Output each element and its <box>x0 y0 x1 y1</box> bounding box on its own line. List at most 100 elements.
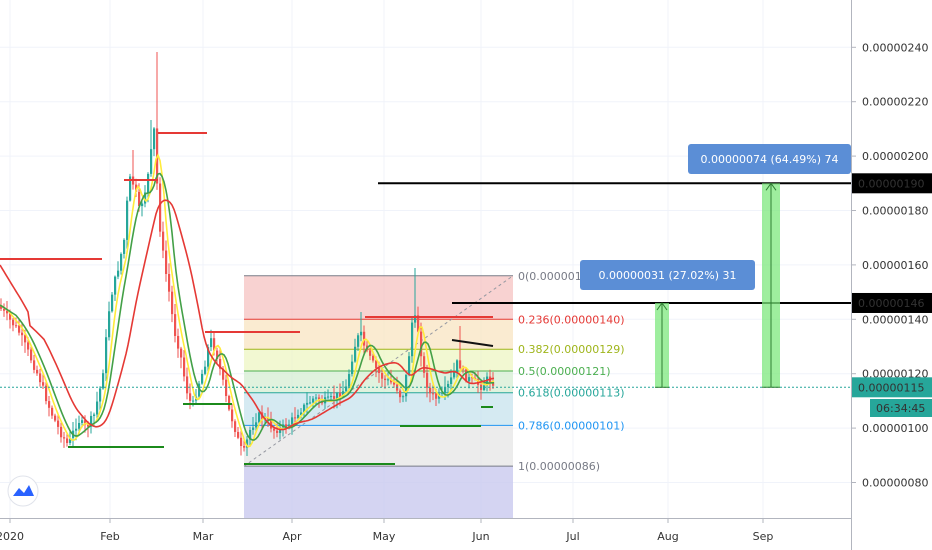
candle-body <box>267 417 270 420</box>
candle-body <box>216 350 219 359</box>
candle-body <box>96 401 99 415</box>
candle-body <box>228 396 231 410</box>
price-tick-label: 0.00000160 <box>862 259 928 272</box>
candle-body <box>333 396 336 399</box>
candle-body <box>57 420 60 427</box>
candle-body <box>165 250 168 274</box>
candle-body <box>201 373 204 384</box>
candle-body <box>414 315 417 323</box>
candle-body <box>234 421 237 432</box>
candle-body <box>357 335 360 347</box>
projection-arrow-head <box>656 302 668 311</box>
candle-body <box>231 409 234 422</box>
candle-body <box>375 360 378 368</box>
candle-body <box>90 415 93 427</box>
time-tick-label: Apr <box>282 530 302 543</box>
ema-fast-line <box>0 153 495 448</box>
candle-body <box>270 419 273 429</box>
candle-body <box>30 349 33 361</box>
fib-level-label: 1(0.00000086) <box>518 460 600 473</box>
candle-body <box>360 331 363 336</box>
candle-body <box>429 387 432 394</box>
candle-body <box>18 325 21 333</box>
time-tick-label: Sep <box>753 530 774 543</box>
candle-body <box>417 315 420 332</box>
candle-body <box>342 391 345 398</box>
candle-body <box>291 417 294 425</box>
candle-body <box>171 291 174 315</box>
candle-body <box>102 373 105 389</box>
candle-body <box>138 191 141 207</box>
candle-body <box>168 273 171 292</box>
candle-body <box>12 319 15 326</box>
candle-body <box>189 393 192 401</box>
price-tick-label: 0.00000100 <box>862 422 928 435</box>
candle-body <box>450 377 453 384</box>
fib-band <box>244 349 513 371</box>
candle-body <box>69 437 72 443</box>
candle-body <box>36 369 39 374</box>
candle-body <box>177 335 180 349</box>
time-tick-label: Feb <box>100 530 119 543</box>
candle-body <box>255 422 258 428</box>
candle-body <box>330 396 333 398</box>
candle-body <box>186 376 189 394</box>
price-axis[interactable]: 0.000000800.000001000.000001200.00000140… <box>851 0 932 550</box>
price-tick-label: 0.00000080 <box>862 477 928 490</box>
candle-body <box>336 392 339 399</box>
candle-body <box>120 253 123 271</box>
tradingview-logo[interactable] <box>7 475 39 507</box>
candle-body <box>222 368 225 380</box>
candle-body <box>399 390 402 398</box>
candle-body <box>393 382 396 385</box>
candle-body <box>276 430 279 433</box>
projections: 0.00000031 (27.02%) 31 0.00000074 (64.49%… <box>580 144 851 388</box>
candle-body <box>273 428 276 431</box>
candle-body <box>402 396 405 398</box>
candle-body <box>390 379 393 383</box>
fib-band <box>244 392 513 426</box>
candle-body <box>444 387 447 393</box>
fib-band <box>244 275 513 320</box>
candle-body <box>198 383 201 397</box>
ema-mid-line <box>0 172 494 441</box>
time-axis[interactable]: 2020 Feb Mar Apr May Jun Jul Aug Sep <box>0 518 851 543</box>
fib-zone: 0(0.00000156) 0.236(0.00000140) 0.382(0.00… <box>243 270 625 518</box>
candle-body <box>174 314 177 336</box>
price-tick-label: 0.00000180 <box>862 205 928 218</box>
candle-body <box>27 342 30 350</box>
candle-body <box>51 407 54 416</box>
candle-body <box>147 173 150 193</box>
fib-extension-band <box>244 466 513 518</box>
candle-body <box>453 372 456 378</box>
candle-body <box>351 361 354 375</box>
fib-level-label: 0(0.00000156) <box>518 270 600 283</box>
candle-body <box>213 338 216 351</box>
candle-body <box>108 311 111 338</box>
projection-box <box>580 260 755 290</box>
candle-body <box>192 400 195 402</box>
candle-body <box>492 382 495 386</box>
candle-body <box>75 428 78 431</box>
candle-body <box>249 429 252 440</box>
candle-body <box>459 360 462 369</box>
price-tick-label: 0.00000240 <box>862 41 928 54</box>
candle-body <box>21 332 24 336</box>
candle-body <box>105 337 108 374</box>
candle-body <box>435 393 438 399</box>
candle-body <box>15 325 18 327</box>
candle-body <box>225 379 228 397</box>
candle-body <box>309 402 312 404</box>
candle-body <box>327 396 330 398</box>
time-tick-label: Jul <box>565 530 579 543</box>
time-tick-label: Aug <box>657 530 678 543</box>
fib-level-label: 0.618(0.00000113) <box>518 387 625 400</box>
candle-body <box>243 446 246 448</box>
candle-body <box>345 386 348 392</box>
projection-box <box>688 144 851 174</box>
candle-body <box>405 374 408 397</box>
candle-body <box>354 346 357 362</box>
price-badge-mid: 0.00000146 <box>858 297 924 310</box>
candle-body <box>0 305 3 309</box>
